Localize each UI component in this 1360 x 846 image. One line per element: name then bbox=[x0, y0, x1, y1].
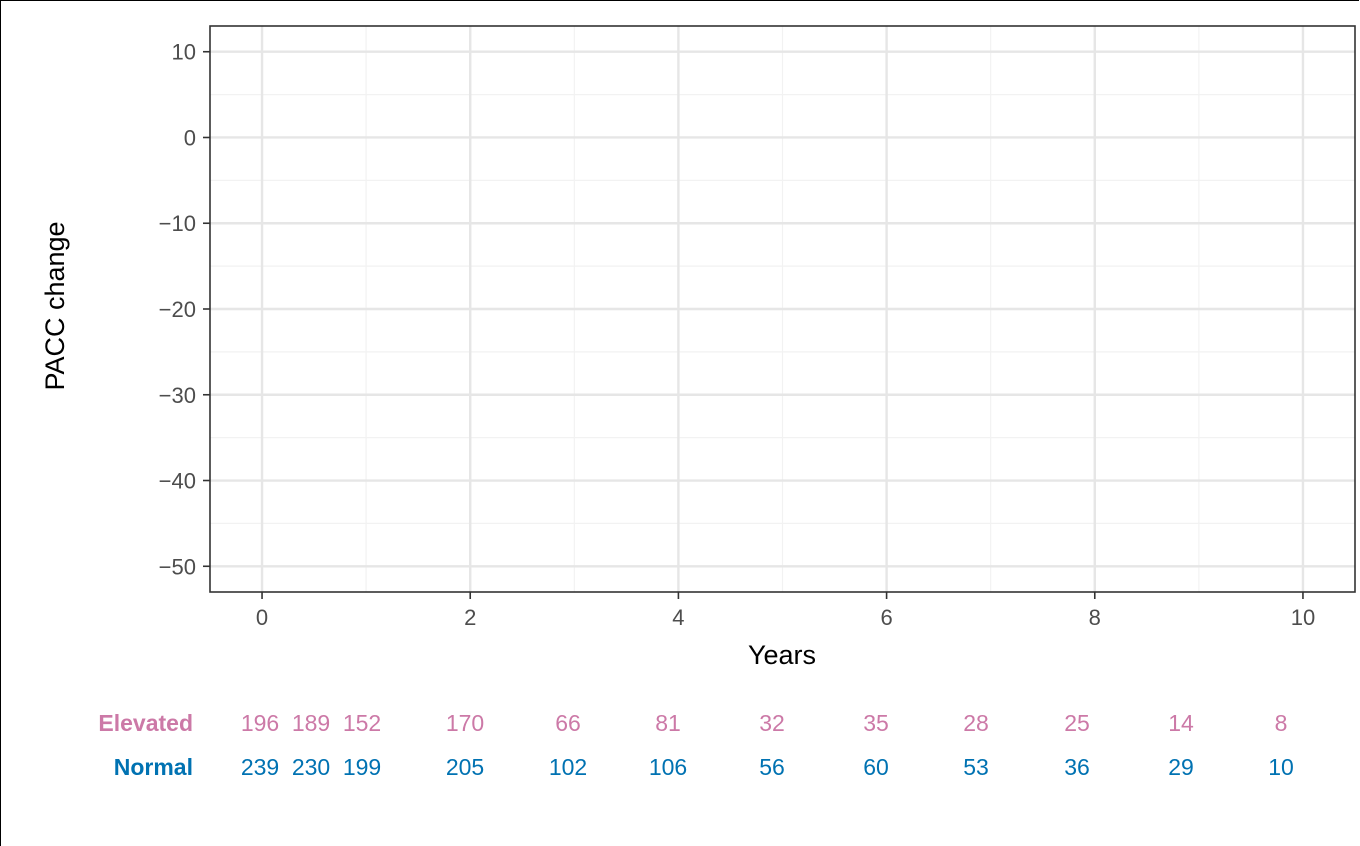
risk-count: 239 bbox=[241, 754, 279, 780]
y-tick-label: −40 bbox=[159, 469, 196, 494]
x-tick-label: 4 bbox=[672, 605, 684, 630]
y-tick-label: −20 bbox=[159, 297, 196, 322]
risk-count: 102 bbox=[549, 754, 587, 780]
risk-count: 36 bbox=[1064, 754, 1090, 780]
risk-count: 53 bbox=[963, 754, 989, 780]
risk-count: 14 bbox=[1168, 710, 1194, 736]
risk-count: 205 bbox=[446, 754, 484, 780]
risk-count: 8 bbox=[1275, 710, 1288, 736]
risk-count: 35 bbox=[863, 710, 889, 736]
x-tick-label: 8 bbox=[1089, 605, 1101, 630]
risk-count: 189 bbox=[292, 710, 330, 736]
y-tick-label: 10 bbox=[172, 40, 196, 65]
risk-count: 81 bbox=[655, 710, 681, 736]
y-tick-label: −50 bbox=[159, 554, 196, 579]
risk-count: 10 bbox=[1268, 754, 1294, 780]
y-tick-label: −30 bbox=[159, 383, 196, 408]
risk-row-label: Elevated bbox=[98, 710, 193, 736]
risk-count: 170 bbox=[446, 710, 484, 736]
y-tick-label: 0 bbox=[184, 125, 196, 150]
x-axis-ticks: 0 2 4 6 8 10 bbox=[256, 592, 1315, 630]
y-axis-ticks: 10 0 −10 −20 −30 −40 −50 bbox=[159, 40, 210, 579]
grid-major bbox=[210, 26, 1355, 592]
x-tick-label: 6 bbox=[880, 605, 892, 630]
risk-count: 60 bbox=[863, 754, 889, 780]
risk-count: 199 bbox=[343, 754, 381, 780]
risk-count: 56 bbox=[759, 754, 785, 780]
risk-count: 25 bbox=[1064, 710, 1090, 736]
risk-row-normal: Normal 239 230 199 205 102 106 56 60 53 36 29 10 bbox=[114, 754, 1294, 780]
x-tick-label: 2 bbox=[464, 605, 476, 630]
risk-row-label: Normal bbox=[114, 754, 193, 780]
x-axis-label: Years bbox=[748, 640, 816, 670]
x-tick-label: 10 bbox=[1291, 605, 1315, 630]
x-tick-label: 0 bbox=[256, 605, 268, 630]
risk-row-elevated: Elevated 196 189 152 170 66 81 32 35 28 25 14 8 bbox=[98, 710, 1287, 736]
risk-count: 152 bbox=[343, 710, 381, 736]
risk-count: 196 bbox=[241, 710, 279, 736]
risk-count: 230 bbox=[292, 754, 330, 780]
risk-count: 66 bbox=[555, 710, 581, 736]
risk-count: 106 bbox=[649, 754, 687, 780]
y-axis-label: PACC change bbox=[40, 221, 70, 390]
risk-table: Elevated 196 189 152 170 66 81 32 35 28 25 14 8 Norma… bbox=[98, 710, 1293, 780]
plot-border bbox=[209, 25, 1356, 593]
risk-count: 32 bbox=[759, 710, 785, 736]
risk-count: 29 bbox=[1168, 754, 1194, 780]
y-tick-label: −10 bbox=[159, 211, 196, 236]
risk-count: 28 bbox=[963, 710, 989, 736]
